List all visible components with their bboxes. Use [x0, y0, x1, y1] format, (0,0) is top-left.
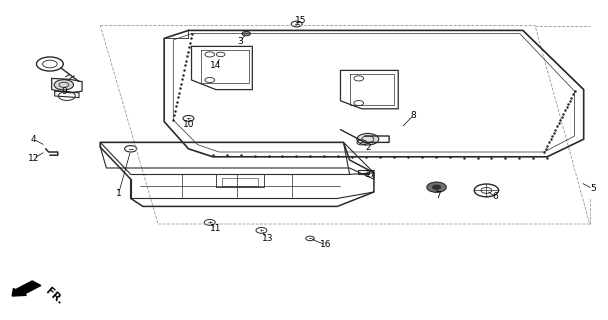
- Text: 4: 4: [30, 135, 36, 144]
- Text: 7: 7: [435, 191, 441, 200]
- Circle shape: [54, 80, 74, 90]
- FancyArrow shape: [12, 281, 41, 296]
- Text: 2: 2: [365, 143, 371, 152]
- Text: 15: 15: [295, 16, 306, 25]
- Text: 6: 6: [492, 192, 499, 201]
- Text: FR.: FR.: [44, 286, 65, 306]
- Text: 14: 14: [210, 61, 221, 70]
- Circle shape: [357, 133, 379, 145]
- Text: 9: 9: [61, 87, 67, 96]
- Text: 16: 16: [320, 240, 331, 249]
- Circle shape: [242, 31, 250, 36]
- Circle shape: [427, 182, 446, 192]
- Text: 11: 11: [210, 224, 221, 233]
- Circle shape: [432, 185, 441, 189]
- Text: 12: 12: [28, 154, 39, 163]
- Text: 5: 5: [590, 184, 596, 193]
- Text: 8: 8: [410, 111, 416, 120]
- Text: 13: 13: [262, 234, 273, 243]
- Text: 3: 3: [237, 37, 243, 46]
- Text: 10: 10: [183, 120, 194, 129]
- Text: 17: 17: [365, 170, 376, 179]
- Text: 1: 1: [116, 189, 122, 198]
